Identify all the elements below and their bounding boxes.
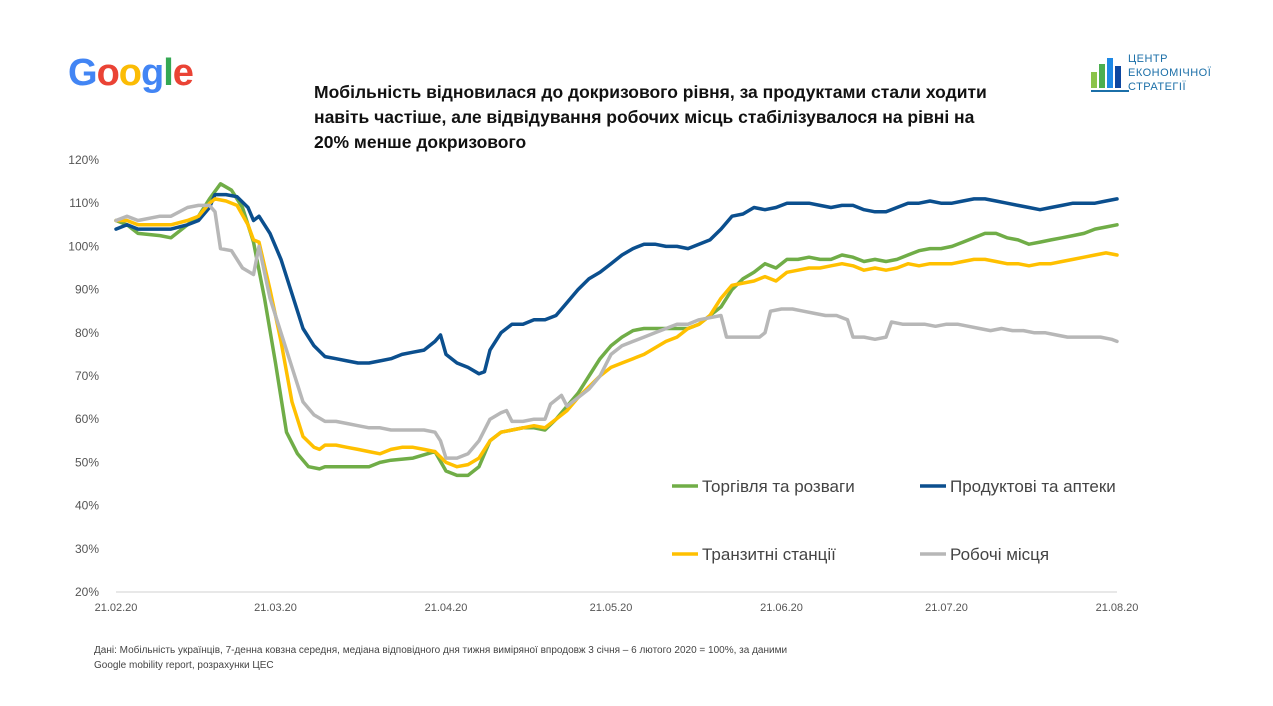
x-tick-label: 21.04.20 — [425, 602, 468, 614]
ces-line-2: ЕКОНОМІЧНОЇ — [1128, 67, 1212, 79]
ces-org-name: ЦЕНТР ЕКОНОМІЧНОЇ СТРАТЕГІЇ — [1128, 52, 1211, 94]
x-tick-label: 21.06.20 — [760, 602, 803, 614]
legend-label: Продуктові та аптеки — [950, 477, 1116, 496]
x-tick-label: 21.05.20 — [590, 602, 633, 614]
x-tick-label: 21.08.20 — [1096, 602, 1139, 614]
y-tick-label: 50% — [75, 455, 99, 469]
x-tick-label: 21.02.20 — [95, 602, 138, 614]
chart-title: Мобільність відновилася до докризового р… — [314, 82, 987, 152]
y-tick-label: 60% — [75, 412, 99, 426]
series-line-3 — [114, 197, 1119, 469]
y-tick-label: 100% — [68, 239, 99, 253]
series-line-2 — [114, 192, 1119, 376]
legend-label: Торгівля та розваги — [702, 477, 855, 496]
x-tick-label: 21.03.20 — [254, 602, 297, 614]
y-tick-label: 90% — [75, 283, 99, 297]
google-logo: Google — [68, 52, 194, 94]
y-tick-label: 110% — [69, 196, 99, 210]
series-line-4 — [114, 203, 1119, 460]
series-line-1 — [114, 182, 1119, 478]
y-tick-label: 120% — [68, 153, 99, 167]
legend-label: Транзитні станції — [702, 545, 836, 564]
y-tick-label: 40% — [75, 499, 99, 513]
y-tick-label: 80% — [75, 326, 99, 340]
x-tick-label: 21.07.20 — [925, 602, 968, 614]
ces-line-3: СТРАТЕГІЇ — [1128, 81, 1187, 93]
legend-label: Робочі місця — [950, 545, 1049, 564]
ces-line-1: ЦЕНТР — [1128, 53, 1168, 65]
y-tick-label: 20% — [75, 585, 99, 599]
ces-logo-icon — [1091, 58, 1129, 92]
footnote: Дані: Мобільність українців, 7-денна ков… — [94, 645, 788, 671]
y-tick-label: 70% — [75, 369, 99, 383]
y-tick-label: 30% — [75, 542, 99, 556]
